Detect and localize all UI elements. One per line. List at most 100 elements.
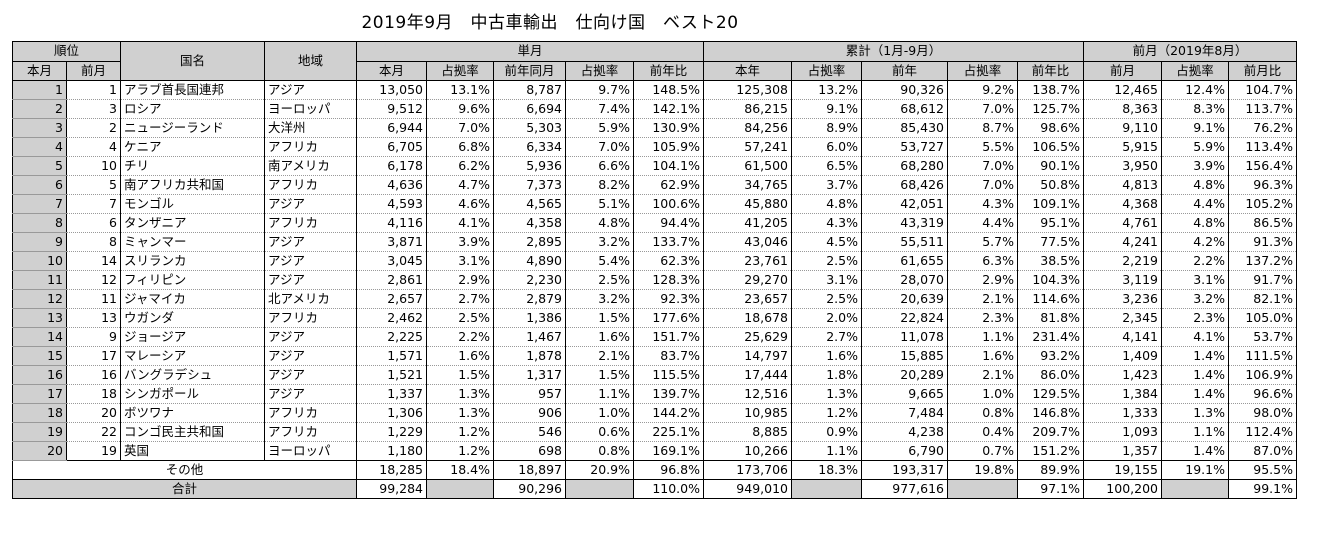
monthly-lastyear: 546	[493, 422, 566, 442]
rank-this-month: 15	[12, 346, 67, 366]
table-row: 12 11 ジャマイカ 北アメリカ 2,657 2.7% 2,879 3.2% 92.3% 23,…	[12, 289, 1297, 309]
table-row: 17 18 シンガポール アジア 1,337 1.3% 957 1.1% 139.7% 12,51…	[12, 384, 1297, 404]
region-name: 大洋州	[264, 118, 357, 138]
rank-prev-month: 6	[66, 213, 121, 233]
cumulative-share: 1.6%	[791, 346, 862, 366]
header-m-share: 占拠率	[426, 60, 494, 81]
country-name: チリ	[120, 156, 265, 176]
monthly-lastyear: 2,879	[493, 289, 566, 309]
rank-prev-month: 8	[66, 232, 121, 252]
cumulative-this: 23,657	[703, 289, 792, 309]
prev-month-share: 4.8%	[1161, 213, 1229, 233]
rank-prev-month: 14	[66, 251, 121, 271]
monthly-yoy: 115.5%	[633, 365, 704, 385]
cumulative-yoy: 50.8%	[1017, 175, 1084, 195]
monthly-this: 2,225	[356, 327, 427, 347]
header-prev-month-rank: 前月	[66, 60, 121, 81]
prev-month-share: 1.4%	[1161, 441, 1229, 461]
monthly-lastyear: 2,230	[493, 270, 566, 290]
cumulative-lastyear-share: 9.2%	[947, 80, 1018, 100]
country-name: コンゴ民主共和国	[120, 422, 265, 442]
cumulative-share: 2.5%	[791, 289, 862, 309]
cumulative-yoy: 98.6%	[1017, 118, 1084, 138]
total-cell: 977,616	[861, 479, 948, 499]
cumulative-this: 12,516	[703, 384, 792, 404]
cumulative-lastyear: 85,430	[861, 118, 948, 138]
monthly-this: 2,861	[356, 270, 427, 290]
cumulative-this: 23,761	[703, 251, 792, 271]
monthly-this: 3,045	[356, 251, 427, 271]
monthly-share: 2.7%	[426, 289, 494, 309]
monthly-lastyear-share: 3.2%	[565, 289, 634, 309]
prev-month-share: 3.1%	[1161, 270, 1229, 290]
cumulative-yoy: 106.5%	[1017, 137, 1084, 157]
cumulative-lastyear: 11,078	[861, 327, 948, 347]
monthly-yoy: 139.7%	[633, 384, 704, 404]
rank-prev-month: 4	[66, 137, 121, 157]
cumulative-lastyear-share: 1.6%	[947, 346, 1018, 366]
monthly-share: 6.2%	[426, 156, 494, 176]
rank-this-month: 9	[12, 232, 67, 252]
monthly-this: 2,657	[356, 289, 427, 309]
total-cell: 100,200	[1083, 479, 1162, 499]
cumulative-lastyear-share: 2.1%	[947, 289, 1018, 309]
rank-prev-month: 5	[66, 175, 121, 195]
cumulative-lastyear: 20,289	[861, 365, 948, 385]
rank-prev-month: 7	[66, 194, 121, 214]
region-name: アフリカ	[264, 137, 357, 157]
monthly-this: 4,116	[356, 213, 427, 233]
cumulative-this: 84,256	[703, 118, 792, 138]
region-name: アジア	[264, 365, 357, 385]
prev-month-share: 1.4%	[1161, 365, 1229, 385]
monthly-yoy: 177.6%	[633, 308, 704, 328]
cumulative-share: 13.2%	[791, 80, 862, 100]
rank-prev-month: 9	[66, 327, 121, 347]
rank-this-month: 16	[12, 365, 67, 385]
monthly-lastyear-share: 0.8%	[565, 441, 634, 461]
cumulative-lastyear-share: 4.4%	[947, 213, 1018, 233]
cumulative-share: 6.5%	[791, 156, 862, 176]
monthly-this: 13,050	[356, 80, 427, 100]
cumulative-lastyear: 68,280	[861, 156, 948, 176]
rank-this-month: 13	[12, 308, 67, 328]
country-name: ケニア	[120, 137, 265, 157]
rank-prev-month: 2	[66, 118, 121, 138]
rank-prev-month: 18	[66, 384, 121, 404]
cumulative-this: 14,797	[703, 346, 792, 366]
header-p-prev: 前月	[1083, 60, 1162, 81]
monthly-lastyear: 7,373	[493, 175, 566, 195]
region-name: 南アメリカ	[264, 156, 357, 176]
header-m-share2: 占拠率	[565, 60, 634, 81]
cumulative-yoy: 114.6%	[1017, 289, 1084, 309]
cumulative-lastyear-share: 0.4%	[947, 422, 1018, 442]
cumulative-lastyear-share: 4.3%	[947, 194, 1018, 214]
header-c-share2: 占拠率	[947, 60, 1018, 81]
monthly-this: 6,944	[356, 118, 427, 138]
cumulative-this: 25,629	[703, 327, 792, 347]
monthly-share: 4.1%	[426, 213, 494, 233]
others-cell: 193,317	[861, 460, 948, 480]
cumulative-yoy: 231.4%	[1017, 327, 1084, 347]
prev-month-ratio: 98.0%	[1228, 403, 1297, 423]
table-row: 8 6 タンザニア アフリカ 4,116 4.1% 4,358 4.8% 94.4% 41,205…	[12, 213, 1297, 233]
cumulative-lastyear-share: 0.8%	[947, 403, 1018, 423]
monthly-this: 9,512	[356, 99, 427, 119]
total-cell: 949,010	[703, 479, 792, 499]
cumulative-lastyear: 9,665	[861, 384, 948, 404]
monthly-yoy: 144.2%	[633, 403, 704, 423]
rank-prev-month: 11	[66, 289, 121, 309]
cumulative-share: 1.1%	[791, 441, 862, 461]
total-cell	[565, 479, 634, 499]
monthly-yoy: 151.7%	[633, 327, 704, 347]
country-name: ジャマイカ	[120, 289, 265, 309]
cumulative-lastyear: 68,612	[861, 99, 948, 119]
region-name: アフリカ	[264, 213, 357, 233]
prev-month-ratio: 137.2%	[1228, 251, 1297, 271]
country-name: ジョージア	[120, 327, 265, 347]
rank-this-month: 17	[12, 384, 67, 404]
monthly-lastyear: 4,565	[493, 194, 566, 214]
prev-month-value: 2,345	[1083, 308, 1162, 328]
rank-prev-month: 10	[66, 156, 121, 176]
monthly-share: 2.5%	[426, 308, 494, 328]
monthly-lastyear-share: 7.4%	[565, 99, 634, 119]
